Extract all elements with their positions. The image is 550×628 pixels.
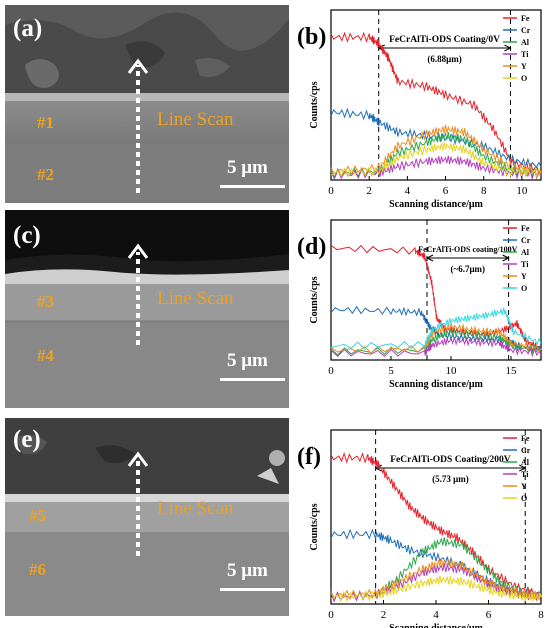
scale-bar-label-a: 5 μm	[227, 157, 268, 178]
legend-label-y: Y	[521, 62, 527, 71]
thickness-annotation: (6.88μm)	[427, 54, 461, 64]
legend-label-o: O	[521, 74, 527, 83]
x-tick-label: 4	[433, 609, 439, 621]
x-tick-label: 6	[486, 609, 492, 621]
line-chart-b: 0 2 4 6 8 10 Scanning distance/μm Counts/cps (b)…	[297, 9, 542, 210]
series-line-o	[330, 307, 542, 350]
layer-label-1: #1	[37, 113, 54, 132]
scan-arrow-c	[127, 243, 149, 345]
chart-panel-label: (f)	[297, 444, 321, 470]
x-tick-label: 2	[381, 609, 387, 621]
y-axis-label: Counts/cps	[309, 503, 320, 550]
legend-label-fe: Fe	[521, 224, 530, 233]
series-line-o	[330, 575, 542, 603]
series-line-y	[330, 322, 542, 354]
plot-frame	[330, 219, 542, 361]
legend-label-o: O	[521, 494, 527, 503]
line-scan-label-a: Line Scan	[157, 109, 234, 130]
series-line-ti	[330, 335, 542, 358]
scale-bar-label-c: 5 μm	[227, 350, 268, 371]
panel-label-c: (c)	[13, 222, 41, 249]
x-axis-label: Scanning distance/μm	[389, 199, 483, 210]
line-chart-f: 0 2 4 6 8 Scanning distance/μm Counts/cps (f) Fe…	[297, 429, 544, 628]
series-line-y	[330, 124, 542, 176]
series-line-fe	[330, 452, 542, 599]
legend-label-al: Al	[521, 38, 530, 47]
sem-image-e: (e) #5 #6 Line Scan 5 μm	[5, 418, 289, 616]
x-tick-label: 8	[538, 609, 544, 621]
chart-panel-label: (d)	[297, 234, 326, 260]
x-tick-label: 0	[328, 609, 334, 621]
sem-image-c: (c) #3 #4 Line Scan 5 μm	[5, 210, 289, 408]
thickness-arrowhead-right	[504, 44, 512, 52]
y-axis-label: Counts/cps	[309, 81, 320, 128]
x-tick-label: 0	[328, 365, 334, 377]
x-tick-label: 6	[443, 185, 449, 197]
layer-label-3: #3	[37, 292, 54, 311]
panel-label-e: (e)	[13, 426, 41, 453]
series-line-y	[330, 557, 542, 601]
sem-image-a: (a) #1 #2 Line Scan 5 μm	[5, 5, 289, 203]
series-line-fe	[330, 31, 542, 174]
layer-label-6: #6	[29, 560, 46, 579]
series-line-o	[330, 142, 542, 179]
thickness-arrowhead-right	[502, 254, 510, 262]
x-tick-label: 10	[446, 365, 458, 377]
scale-bar-e	[220, 588, 285, 591]
plot-frame	[330, 9, 542, 181]
sem-micrograph-c	[5, 210, 289, 408]
thickness-annotation: (~6.7μm)	[451, 264, 486, 274]
scan-arrow-e	[127, 451, 149, 556]
thickness-arrowhead-right	[519, 464, 527, 472]
legend-label-cr: Cr	[521, 446, 531, 455]
x-tick-label: 4	[405, 185, 411, 197]
scan-arrow-a	[127, 58, 149, 193]
thickness-annotation: (5.73 μm)	[432, 474, 469, 484]
legend-label-al: Al	[521, 458, 530, 467]
layer-label-5: #5	[29, 506, 46, 525]
scale-bar-label-e: 5 μm	[227, 560, 268, 581]
layer-label-2: #2	[37, 165, 54, 184]
legend-label-fe: Fe	[521, 14, 530, 23]
scale-bar-a	[220, 185, 285, 188]
legend-label-al: Al	[521, 248, 530, 257]
chart-b: 0 2 4 6 8 10 Scanning distance/μm Counts/cps (b)…	[293, 0, 550, 210]
legend-label-fe: Fe	[521, 434, 530, 443]
y-axis-label: Counts/cps	[309, 276, 320, 323]
line-scan-label-c: Line Scan	[157, 288, 234, 309]
x-tick-label: 2	[366, 185, 372, 197]
thickness-arrowhead-left	[374, 464, 382, 472]
x-tick-label: 10	[516, 185, 528, 197]
legend-label-cr: Cr	[521, 236, 531, 245]
series-line-ti	[330, 563, 542, 603]
chart-f: 0 2 4 6 8 Scanning distance/μm Counts/cps (f) Fe…	[293, 420, 550, 628]
chart-d: 0 5 10 15 Scanning distance/μm Counts/cps (d) F…	[293, 210, 550, 420]
legend-label-cr: Cr	[521, 26, 531, 35]
layer-label-4: #4	[37, 346, 54, 365]
legend-label-ti: Ti	[521, 50, 529, 59]
chart-title: FeCrAlTi-ODS Coating/200V	[390, 455, 511, 465]
x-tick-label: 5	[388, 365, 394, 377]
x-axis-label: Scanning distance/μm	[389, 623, 483, 628]
legend-label-ti: Ti	[521, 470, 529, 479]
legend-label-y: Y	[521, 272, 527, 281]
chart-panel-label: (b)	[297, 24, 326, 50]
legend-label-o: O	[521, 284, 527, 293]
sem-micrograph-e	[5, 418, 289, 616]
legend-label-y: Y	[521, 482, 527, 491]
chart-title: FeCrAlTi-ODS Coating/0V	[389, 35, 500, 45]
sem-micrograph-a	[5, 5, 289, 203]
x-tick-label: 8	[481, 185, 487, 197]
x-tick-label: 0	[328, 185, 334, 197]
line-chart-d: 0 5 10 15 Scanning distance/μm Counts/cps (d) F…	[297, 219, 542, 390]
scale-bar-c	[220, 378, 285, 381]
x-tick-label: 15	[506, 365, 518, 377]
panel-label-a: (a)	[13, 15, 43, 42]
line-scan-label-e: Line Scan	[157, 498, 234, 519]
chart-title: FeCrAlTi-ODS coating/100V	[418, 245, 517, 254]
thickness-arrowhead-left	[425, 254, 434, 262]
legend-label-ti: Ti	[521, 260, 529, 269]
series-line-al	[330, 131, 542, 179]
x-axis-label: Scanning distance/μm	[389, 379, 483, 390]
